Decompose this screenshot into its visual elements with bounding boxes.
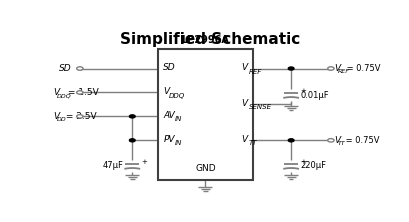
- Circle shape: [76, 67, 83, 70]
- Text: 220μF: 220μF: [299, 161, 326, 170]
- Text: = 0.75V: = 0.75V: [342, 136, 378, 145]
- Text: V: V: [163, 87, 169, 96]
- Text: V: V: [240, 99, 247, 108]
- Text: PV: PV: [163, 135, 175, 144]
- Circle shape: [129, 115, 135, 118]
- Text: TT: TT: [337, 141, 344, 146]
- Text: DD: DD: [57, 117, 67, 122]
- Text: SD: SD: [163, 63, 175, 72]
- Text: REF: REF: [248, 69, 261, 75]
- Text: 47μF: 47μF: [102, 161, 123, 170]
- Circle shape: [76, 91, 83, 94]
- Text: V: V: [53, 112, 59, 121]
- Bar: [157, 49, 252, 180]
- Text: V: V: [240, 135, 247, 144]
- Text: REF: REF: [337, 69, 349, 74]
- Text: +: +: [299, 88, 306, 94]
- Text: SD: SD: [59, 64, 72, 73]
- Text: = 1.5V: = 1.5V: [65, 88, 98, 97]
- Text: TT: TT: [248, 140, 257, 146]
- Text: Simplified Schematic: Simplified Schematic: [120, 32, 299, 47]
- Text: DDQ: DDQ: [169, 93, 185, 99]
- Text: = 2.5V: = 2.5V: [63, 112, 97, 121]
- Text: = 0.75V: = 0.75V: [343, 64, 380, 73]
- Text: +: +: [141, 159, 147, 165]
- Text: IN: IN: [174, 117, 182, 123]
- Text: GND: GND: [195, 164, 215, 173]
- Circle shape: [288, 139, 293, 142]
- Text: V: V: [334, 136, 340, 145]
- Text: DDQ: DDQ: [57, 93, 72, 98]
- Text: V: V: [240, 63, 247, 72]
- Text: SENSE: SENSE: [248, 105, 271, 111]
- Text: V: V: [53, 88, 59, 97]
- Text: +: +: [299, 159, 306, 165]
- Circle shape: [327, 139, 333, 142]
- Circle shape: [129, 139, 135, 142]
- Text: 0.01μF: 0.01μF: [299, 91, 328, 99]
- Text: V: V: [334, 64, 340, 73]
- Text: AV: AV: [163, 111, 175, 120]
- Circle shape: [327, 67, 333, 70]
- Circle shape: [76, 115, 83, 118]
- Text: IN: IN: [174, 140, 182, 146]
- Circle shape: [288, 67, 293, 70]
- Text: LP2996A: LP2996A: [181, 35, 229, 45]
